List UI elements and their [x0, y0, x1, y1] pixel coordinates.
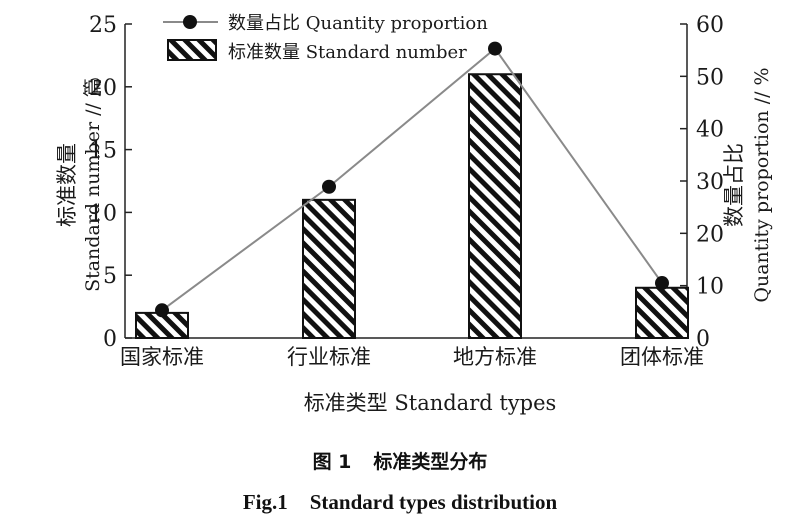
- x-tick-label: 国家标准: [120, 345, 204, 369]
- right-tick-label: 60: [696, 13, 724, 38]
- x-tick-label: 团体标准: [620, 345, 704, 369]
- left-tick-label: 0: [103, 327, 117, 352]
- left-tick-label: 20: [89, 76, 117, 101]
- right-axis-ticks: 0 10 20 30 40 50 60: [680, 13, 724, 352]
- figure-caption-en: Fig.1 Standard types distribution: [0, 490, 800, 515]
- legend-line-label: 数量占比 Quantity proportion: [228, 13, 488, 34]
- x-axis-ticks: 国家标准 行业标准 地方标准 团体标准: [120, 345, 704, 369]
- bar-series: [135, 73, 689, 340]
- left-tick-label: 5: [103, 264, 117, 289]
- bar: [302, 198, 356, 339]
- legend-bar-swatch: [167, 39, 217, 61]
- legend-line-marker: [183, 15, 197, 29]
- right-axis-title-cn: 数量占比: [722, 143, 746, 227]
- left-tick-label: 25: [89, 13, 117, 38]
- caption-en-label: Fig.1: [242, 490, 288, 514]
- caption-cn-label: 图 1: [312, 451, 352, 473]
- bar: [468, 73, 522, 340]
- proportion-marker: [322, 179, 336, 194]
- right-tick-label: 30: [696, 170, 724, 195]
- x-axis-title: 标准类型 Standard types: [304, 391, 557, 415]
- proportion-marker: [655, 276, 669, 291]
- x-tick-label: 地方标准: [453, 345, 537, 369]
- proportion-marker: [488, 41, 502, 56]
- bar: [635, 286, 689, 340]
- line-series: [155, 41, 669, 318]
- left-axis-title-cn: 标准数量: [55, 143, 79, 227]
- right-axis-title-en: Quantity proportion // %: [751, 67, 773, 302]
- left-tick-label: 15: [89, 139, 117, 164]
- proportion-line: [161, 47, 663, 312]
- chart-svg: 0 5 10 15 20 25 0 10 20 30 40 50 60 国家标准 行业标准 地方标准 团体标…: [55, 13, 773, 415]
- right-tick-label: 10: [696, 275, 724, 300]
- right-tick-label: 50: [696, 65, 724, 90]
- legend-bar-label: 标准数量 Standard number: [228, 42, 467, 63]
- figure-caption-cn: 图 1 标准类型分布: [0, 447, 800, 474]
- x-tick-label: 行业标准: [287, 345, 371, 369]
- caption-en-text: Standard types distribution: [309, 490, 558, 514]
- left-axis-ticks: 0 5 10 15 20 25: [89, 13, 132, 352]
- right-tick-label: 20: [696, 222, 724, 247]
- proportion-marker: [155, 303, 169, 318]
- left-axis-title-en: Standard number // 篇: [82, 78, 104, 292]
- legend: 数量占比 Quantity proportion 标准数量 Standard n…: [163, 13, 488, 63]
- right-tick-label: 0: [696, 327, 710, 352]
- right-tick-label: 40: [696, 118, 724, 143]
- left-tick-label: 10: [89, 201, 117, 226]
- chart: 0 5 10 15 20 25 0 10 20 30 40 50 60 国家标准 行业标准 地方标准 团体标…: [55, 13, 773, 415]
- caption-cn-text: 标准类型分布: [373, 451, 488, 473]
